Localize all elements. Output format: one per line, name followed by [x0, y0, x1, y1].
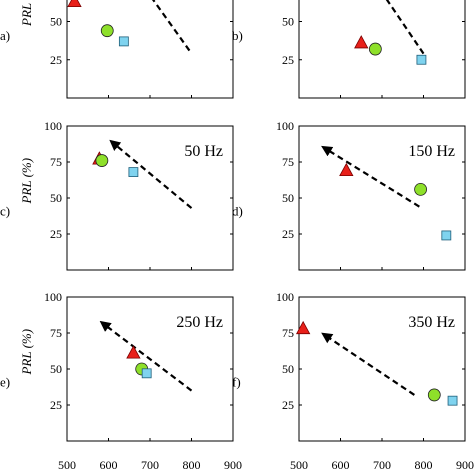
panel-f-xtick-label: 900: [456, 458, 474, 472]
panel-b-point-circle: [368, 42, 382, 56]
panel-c-panel-label: c): [0, 203, 10, 218]
panel-d-panel-label: d): [232, 203, 243, 218]
panel-f-ytick-label: 25: [282, 398, 294, 412]
panel-d-frequency-label: 150 Hz: [408, 143, 455, 160]
panel-f-xtick-label: 500: [290, 458, 308, 472]
panel-a-ytick-label: 25: [50, 53, 62, 67]
panel-f-point-triangle: [295, 320, 311, 335]
panel-e-panel-label: e): [0, 374, 10, 389]
panel-d-ytick-label: 25: [282, 227, 294, 241]
panel-e-ytick-label: 25: [50, 398, 62, 412]
panel-a-ylabel: PRL (%): [19, 0, 34, 27]
panel-b-point-triangle: [354, 35, 369, 49]
panel-d-point-circle: [414, 182, 427, 196]
panel-f: 25 50 75 100 500 600 700 800 900 350 Hz f): [232, 290, 474, 472]
panel-e-ytick-label: 50: [50, 362, 62, 376]
panel-e-trend-arrow: [99, 320, 193, 392]
panel-f-xtick-label: 700: [373, 458, 391, 472]
panel-a-axes-box: [66, 0, 234, 99]
panel-e-ytick-label: 100: [44, 290, 62, 304]
panel-b-point-square: [416, 54, 427, 65]
panel-d-trend-arrow: [321, 145, 420, 208]
panel-a: 25 50 a) PRL (%): [0, 0, 234, 99]
panel-a-panel-label: a): [0, 28, 10, 43]
panel-b-ytick-label: 25: [282, 53, 294, 67]
panel-f-xtick-label: 600: [332, 458, 350, 472]
panel-d-ytick-label: 100: [276, 119, 294, 133]
panel-f-frequency-label: 350 Hz: [408, 314, 455, 331]
panel-c-ylabel: PRL (%): [19, 158, 34, 205]
panel-f-xtick-label: 800: [415, 458, 433, 472]
panel-e-xtick-label: 900: [224, 458, 242, 472]
panel-c-ytick-label: 100: [44, 119, 62, 133]
panel-e-xtick-label: 600: [100, 458, 118, 472]
panel-a-ytick-label: 50: [50, 15, 62, 29]
panel-b-trend-arrow: [385, 0, 425, 55]
panel-e-xtick-label: 800: [183, 458, 201, 472]
panel-e-frequency-label: 250 Hz: [176, 314, 223, 331]
panel-c-point-circle: [95, 154, 109, 167]
panel-c-ytick-label: 75: [50, 155, 62, 169]
panel-a-trend-arrow: [151, 0, 191, 52]
panel-f-ytick-label: 75: [282, 326, 294, 340]
panel-c-trend-arrow: [109, 139, 193, 209]
panel-e-ytick-label: 75: [50, 326, 62, 340]
panel-f-ytick-label: 100: [276, 290, 294, 304]
panel-f-panel-label: f): [232, 374, 241, 389]
panel-c-ytick-label: 50: [50, 191, 62, 205]
panel-a-point-square: [118, 36, 129, 47]
panel-e-ylabel: PRL (%): [19, 329, 34, 376]
panel-e: 25 50 75 100 500 600 700 800 900 250 Hz e) PRL (%): [0, 290, 242, 472]
panel-f-point-circle: [427, 388, 441, 402]
panel-c-ytick-label: 25: [50, 227, 62, 241]
panel-d-point-triangle: [339, 162, 354, 177]
panel-e-xtick-label: 500: [58, 458, 76, 472]
panel-f-ytick-label: 50: [282, 362, 294, 376]
panel-d-ytick-label: 50: [282, 191, 294, 205]
panel-b-axes-box: [298, 0, 466, 99]
panel-f-point-square: [447, 395, 458, 406]
panel-c-frequency-label: 50 Hz: [184, 143, 223, 160]
panel-c: 25 50 75 100 50 Hz c) PRL (%): [0, 119, 234, 271]
panel-b: 25 50 b): [232, 0, 466, 99]
panel-d-ytick-label: 75: [282, 155, 294, 169]
panel-b-ytick-label: 50: [282, 15, 294, 29]
panel-e-point-triangle: [126, 345, 141, 359]
panel-a-point-circle: [100, 24, 114, 38]
panel-d: 25 50 75 100 150 Hz d): [232, 119, 466, 271]
panel-d-point-square: [441, 230, 452, 241]
panel-e-xtick-label: 700: [141, 458, 159, 472]
panel-c-point-square: [128, 167, 139, 177]
panel-a-point-triangle: [67, 0, 82, 8]
panel-b-panel-label: b): [232, 28, 243, 43]
panel-e-point-square: [141, 368, 152, 379]
panel-f-trend-arrow: [321, 332, 415, 396]
